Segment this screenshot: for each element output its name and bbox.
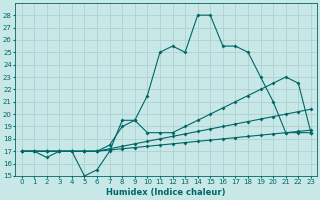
X-axis label: Humidex (Indice chaleur): Humidex (Indice chaleur) xyxy=(107,188,226,197)
